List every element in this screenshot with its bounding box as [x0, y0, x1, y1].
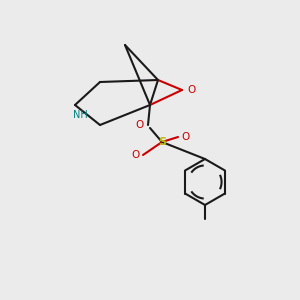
- Text: O: O: [187, 85, 195, 95]
- Text: O: O: [131, 150, 139, 160]
- Text: NH: NH: [73, 110, 88, 120]
- Text: O: O: [136, 120, 144, 130]
- Text: S: S: [158, 137, 166, 147]
- Text: O: O: [182, 132, 190, 142]
